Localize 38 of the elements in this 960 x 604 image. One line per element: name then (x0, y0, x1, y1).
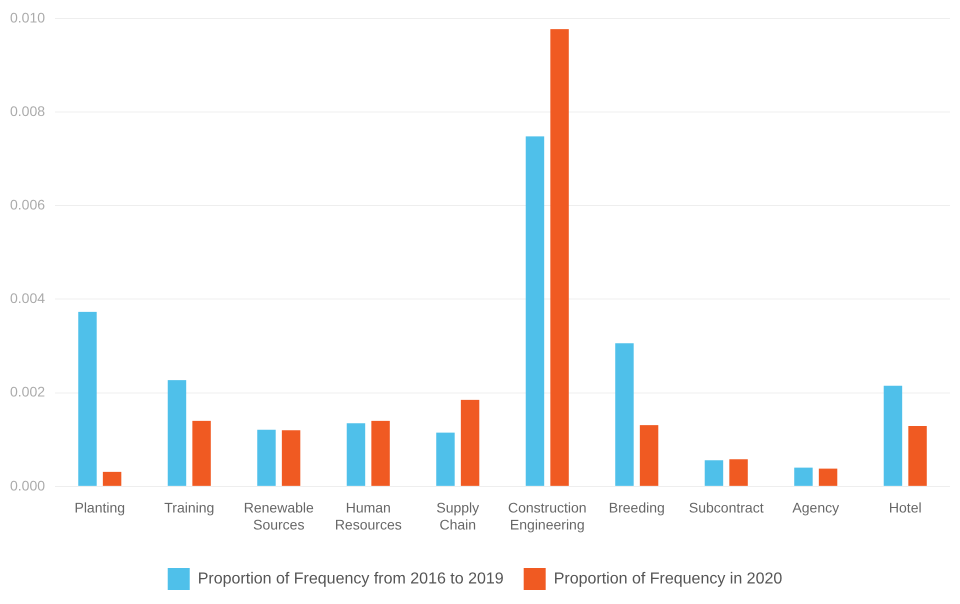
bar (794, 468, 813, 486)
bar (346, 423, 366, 486)
y-tick-label: 0.010 (10, 9, 46, 26)
x-tick-label: Planting (74, 500, 126, 516)
bar (729, 459, 748, 486)
bar (640, 425, 658, 486)
legend-label: Proportion of Frequency in 2020 (554, 570, 782, 588)
bar (908, 426, 927, 486)
bar (168, 380, 186, 486)
x-tick-label: Agency (792, 500, 840, 516)
bar (282, 430, 300, 486)
bar (257, 430, 276, 486)
bar (78, 312, 97, 486)
bar (102, 472, 122, 486)
bar (371, 420, 390, 486)
bar (192, 420, 211, 486)
x-tick-label: Subcontract (688, 500, 764, 516)
x-tick-label: Breeding (608, 500, 665, 516)
bar (460, 400, 480, 486)
x-tick-label: Hotel (888, 500, 922, 516)
y-tick-label: 0.004 (10, 290, 46, 306)
bar (704, 460, 724, 486)
bar (436, 432, 455, 486)
x-tick-label: Renewable Sources (244, 500, 314, 532)
x-tick-label: Training (164, 500, 214, 516)
bar (884, 386, 902, 486)
bar (615, 343, 634, 486)
y-tick-label: 0.008 (10, 102, 46, 119)
y-tick-label: 0.000 (10, 477, 46, 494)
bar (818, 468, 838, 486)
legend-label: Proportion of Frequency from 2016 to 2019 (198, 570, 504, 588)
bar (550, 29, 569, 486)
x-tick-label: Human Resources (334, 500, 402, 532)
y-tick-label: 0.006 (10, 196, 46, 212)
bar (526, 136, 544, 486)
x-tick-label: Construction Engineering (508, 500, 587, 532)
x-tick-label: Supply Chain (436, 500, 480, 532)
y-tick-label: 0.002 (10, 384, 46, 400)
